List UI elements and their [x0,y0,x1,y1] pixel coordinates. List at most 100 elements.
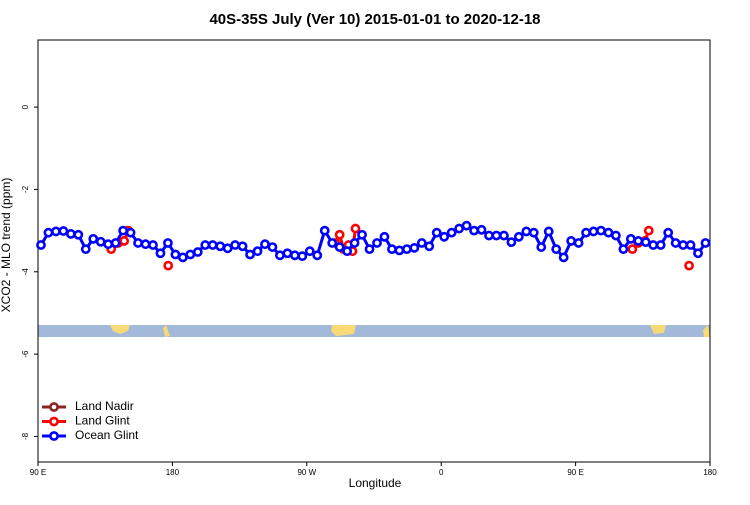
point [627,244,638,255]
point [401,244,412,255]
point [454,223,465,234]
point [185,249,196,260]
point [431,227,442,238]
legend-marker [49,431,59,441]
point [245,249,255,260]
point [409,243,420,253]
point [80,244,91,255]
legend-marker [49,402,59,412]
point [588,226,599,237]
point [513,231,524,242]
point [469,225,479,236]
point [394,245,405,256]
point [685,240,696,250]
point [43,227,54,238]
point [648,240,659,250]
point [625,233,636,244]
legend-label: Ocean Glint [75,428,139,442]
point [491,230,502,241]
point [700,238,711,248]
point [581,227,591,238]
point [633,236,644,246]
point [678,240,689,250]
point [350,223,361,234]
legend-marker [49,416,59,427]
legend-label: Land Nadir [75,399,134,413]
point [252,246,263,257]
point [684,260,694,271]
point [304,246,315,257]
point [207,240,218,250]
point [133,238,143,248]
y-axis-label: XCO2 - MLO trend (ppm) [0,178,13,313]
x-axis-label: Longitude [349,476,402,490]
point [51,226,61,237]
x-tick-label: 90 E [30,468,46,477]
point [349,238,360,248]
point [215,241,226,252]
point [125,227,136,238]
point [110,238,121,248]
point [73,229,84,240]
point [499,230,509,241]
point [536,242,547,252]
point [416,238,427,248]
point [446,227,457,238]
point [379,231,390,242]
point [163,260,174,271]
point [439,231,450,242]
point [655,240,666,250]
legend-label: Land Glint [75,414,130,428]
point [372,238,382,248]
point [103,239,114,250]
plot-frame [37,39,711,463]
point [640,237,651,248]
point [297,251,308,262]
land-strip [38,325,710,337]
point [327,238,338,248]
point [334,242,345,252]
point [528,227,539,238]
point [611,230,621,241]
point [551,244,562,255]
point [289,250,300,261]
point [230,240,241,250]
x-tick-label: 90 E [567,468,583,477]
point [222,243,233,254]
point [237,241,248,252]
point [387,244,397,255]
point [618,244,629,255]
point [543,226,554,237]
point [663,227,674,238]
point [119,236,130,246]
point [65,229,76,239]
point [670,238,681,248]
x-tick-label: 90 W [297,468,316,477]
point [260,239,270,250]
point [364,244,375,255]
point [118,225,129,236]
point [95,236,106,247]
x-tick-label: 0 [439,468,444,477]
x-tick-label: 180 [166,468,180,477]
point [170,249,181,260]
point [312,250,323,261]
y-tick-label: 0 [21,104,30,109]
point [566,236,577,246]
y-tick-label: -2 [21,185,30,193]
chart-title: 40S-35S July (Ver 10) 2015-01-01 to 2020… [209,11,540,28]
point [36,240,46,250]
point [476,224,487,235]
y-tick-label: -8 [21,432,30,440]
point [275,250,285,261]
point [177,252,188,263]
point [693,248,703,259]
point [484,230,494,241]
point [521,226,532,237]
point [282,248,293,259]
point [603,227,614,238]
point [596,225,606,236]
point [319,225,330,236]
point [424,241,435,252]
